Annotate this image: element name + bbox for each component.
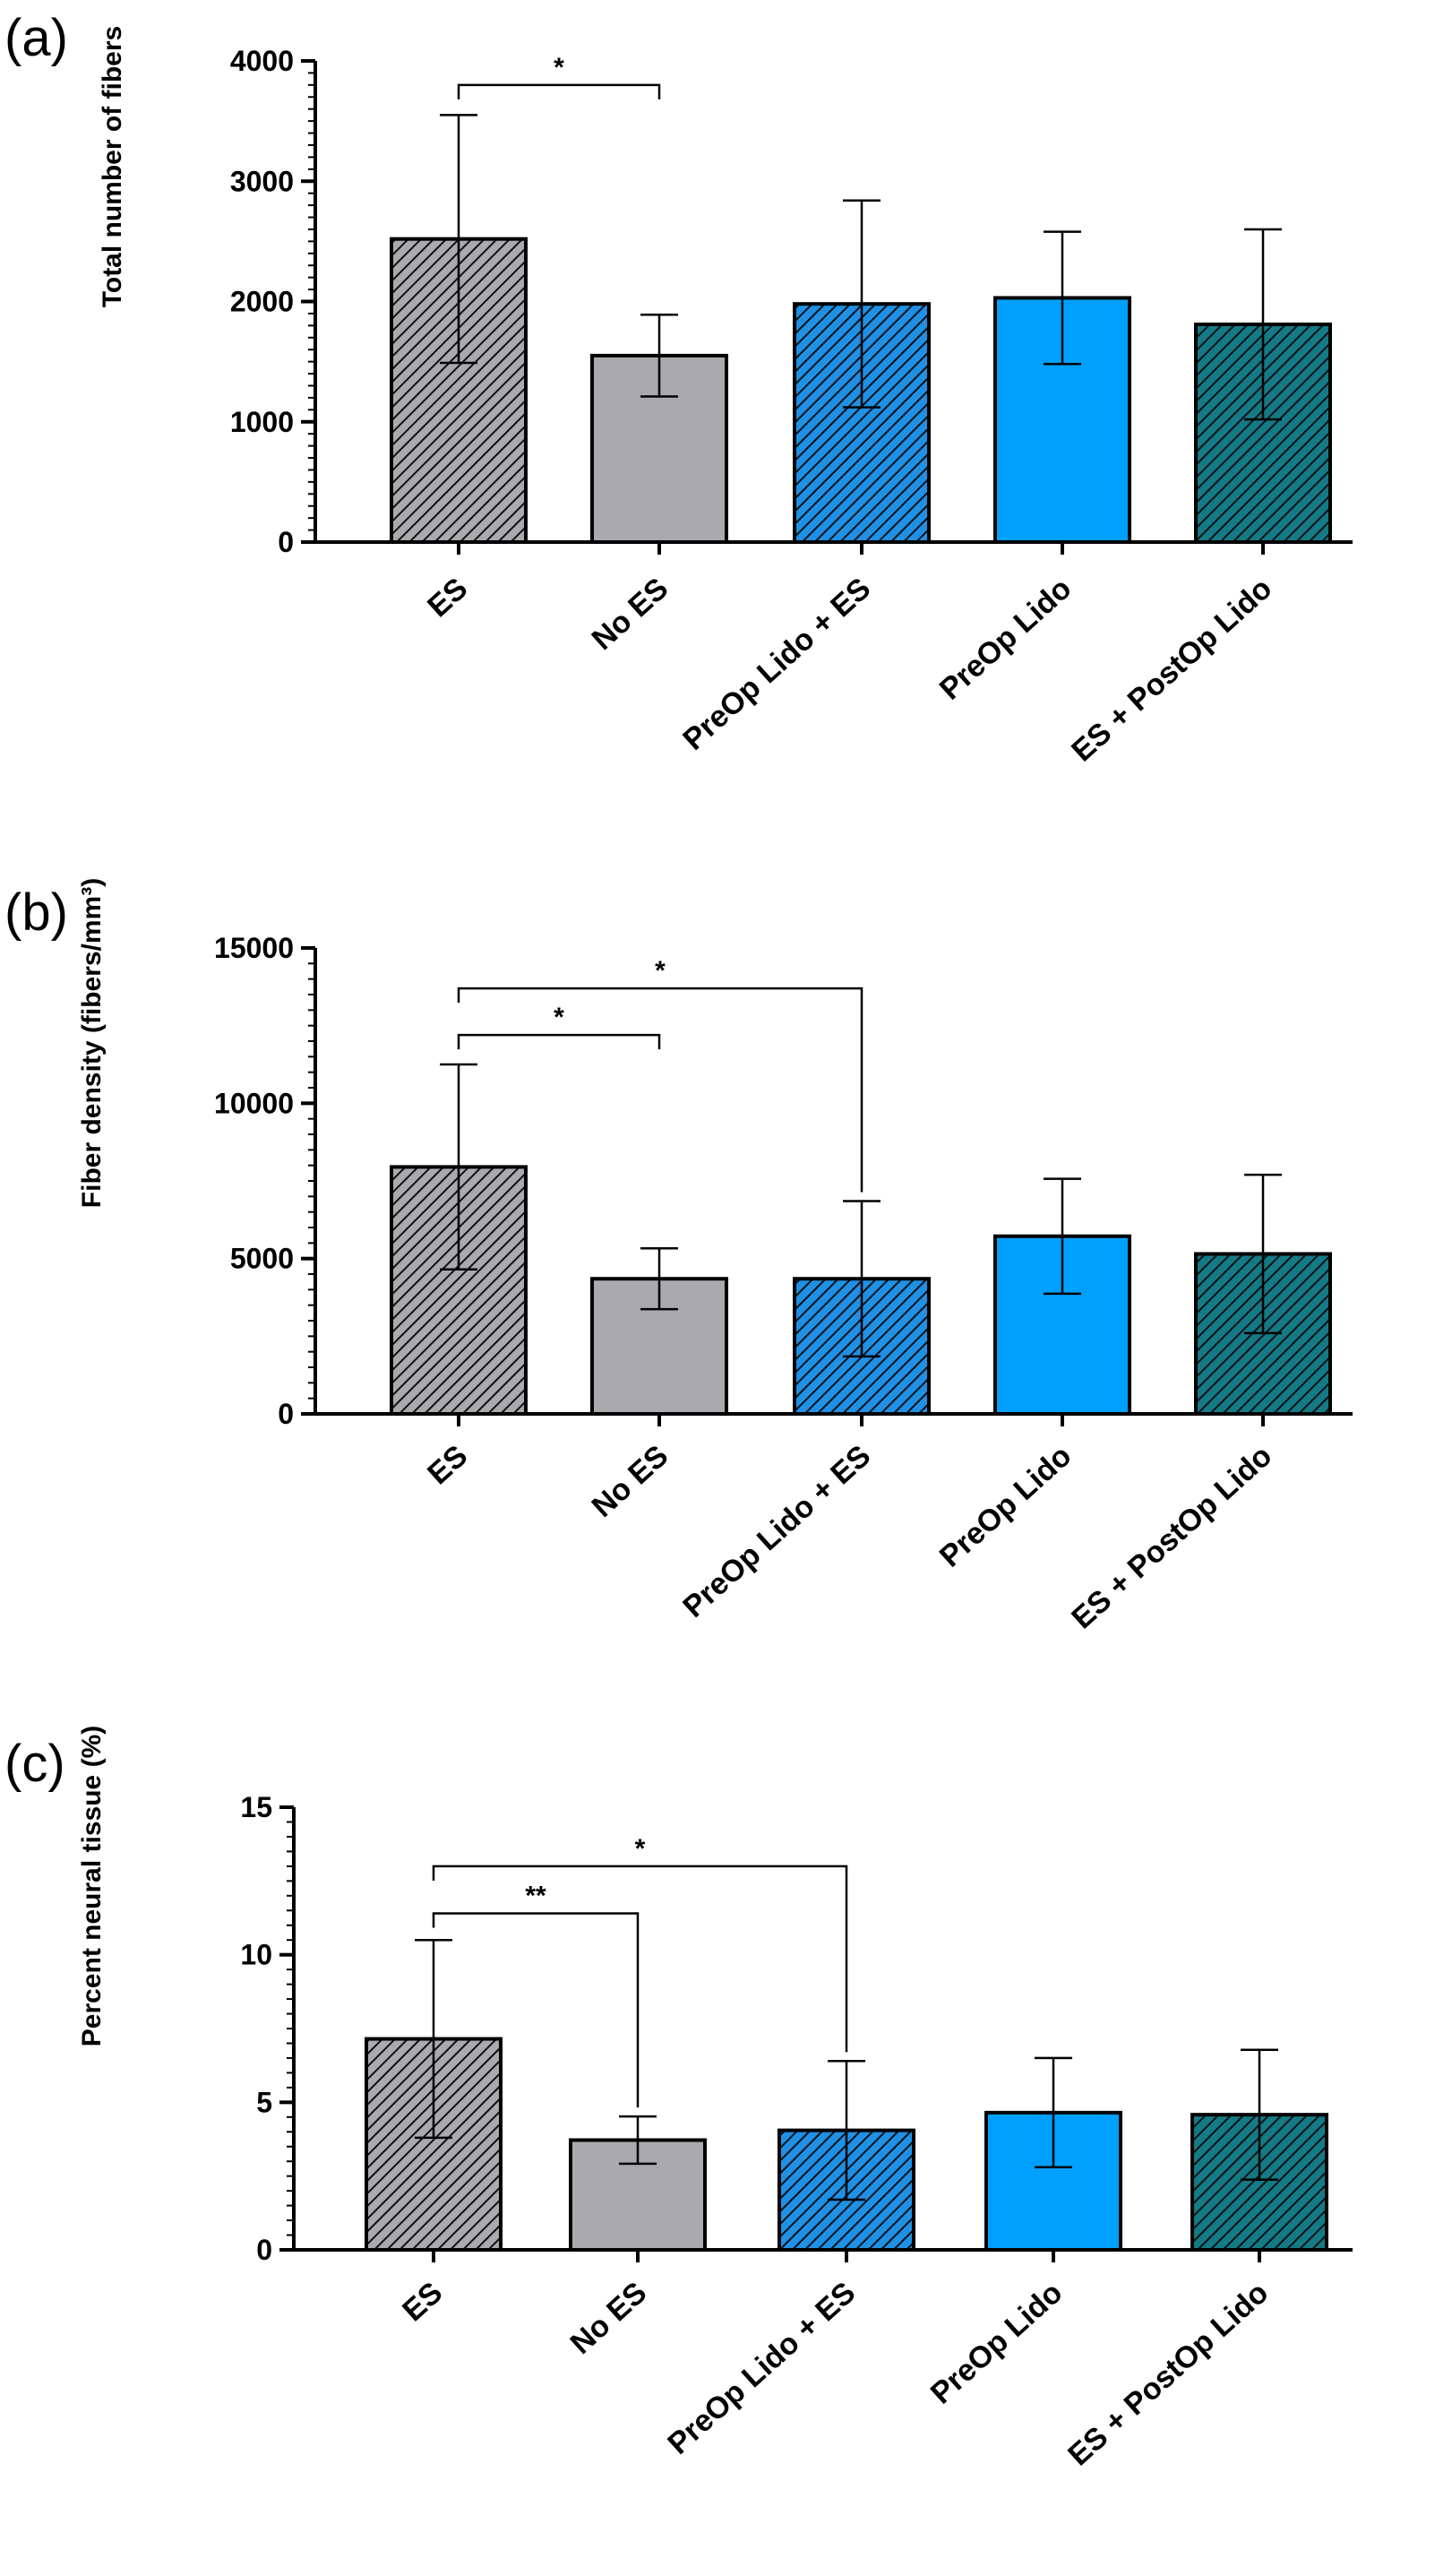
panel-b-yticks: 0 5000 10000 15000 bbox=[214, 932, 315, 1430]
panel-c-significance-label: ** bbox=[525, 1882, 546, 1911]
panel-a-xtick-label-preop-lido-es: PreOp Lido + ES bbox=[676, 572, 877, 757]
panel-a-significance-label: * bbox=[554, 53, 564, 82]
panel-b-significance-bracket bbox=[457, 986, 863, 1193]
panel-b-xtick-label-es: ES bbox=[421, 1439, 474, 1492]
panel-a-letter: (a) bbox=[4, 9, 68, 67]
panel-b-xtick-label-preop-lido-es: PreOp Lido + ES bbox=[676, 1439, 877, 1624]
panel-c-xtick-label-preop-lido: PreOp Lido bbox=[924, 2276, 1070, 2411]
panel-b-ytick-label: 15000 bbox=[214, 932, 294, 964]
panel-c-xtick-label-es: ES bbox=[396, 2276, 449, 2329]
panel-a-significance: * bbox=[457, 53, 661, 99]
panel-a-ytick-label: 3000 bbox=[230, 165, 294, 197]
panel-c-ytick-label: 0 bbox=[256, 2234, 272, 2266]
panel-c-ylabel: Percent neural tissue (%) bbox=[77, 1726, 107, 2046]
panel-c: (c) Percent neural tissue (%) 0 5 10 15 ES N… bbox=[4, 1726, 1353, 2472]
panel-c-xtick-label-no-es: No ES bbox=[564, 2276, 654, 2361]
panel-c-letter: (c) bbox=[4, 1735, 65, 1793]
panel-b-xtick-label-no-es: No ES bbox=[586, 1439, 675, 1524]
panel-c-significance-bracket bbox=[432, 1865, 848, 2053]
panel-a-ytick-label: 1000 bbox=[230, 406, 294, 438]
panel-b-significance-bracket bbox=[457, 1033, 661, 1050]
panel-b-errorbars bbox=[440, 1063, 1282, 1358]
panel-b-significance-label: * bbox=[655, 956, 666, 986]
panel-b-ytick-label: 10000 bbox=[214, 1087, 294, 1119]
panel-a-errorbars bbox=[440, 114, 1282, 421]
panel-c-errorbars bbox=[415, 1938, 1278, 2201]
panel-c-ytick-label: 15 bbox=[240, 1791, 272, 1823]
panel-c-xtick-label-es-postop-lido: ES + PostOp Lido bbox=[1061, 2276, 1275, 2473]
panel-b-letter: (b) bbox=[4, 883, 68, 942]
panel-a-xtick-label-preop-lido: PreOp Lido bbox=[933, 572, 1078, 707]
panel-a-ytick-label: 2000 bbox=[230, 286, 294, 318]
panel-b: (b) Fiber density (fibers/mm³) 0 5000 1000… bbox=[4, 878, 1353, 1635]
panel-b-significance-label: * bbox=[554, 1003, 564, 1032]
panel-c-significance-bracket bbox=[432, 1912, 640, 2108]
panel-c-yticks: 0 5 10 15 bbox=[240, 1791, 294, 2266]
panel-a-ytick-label: 0 bbox=[278, 526, 294, 558]
panel-c-ytick-label: 10 bbox=[240, 1939, 272, 1971]
panel-b-ylabel: Fiber density (fibers/mm³) bbox=[77, 878, 107, 1208]
panel-a-ylabel: Total number of fibers bbox=[98, 26, 127, 307]
panel-a-xtick-label-no-es: No ES bbox=[586, 572, 675, 657]
panel-a-significance-bracket bbox=[457, 83, 661, 99]
panel-b-xtick-label-es-postop-lido: ES + PostOp Lido bbox=[1065, 1439, 1278, 1636]
panel-a-xtick-label-es: ES bbox=[421, 572, 474, 625]
panel-a: (a) Total number of fibers 0 1000 2000 3000… bbox=[4, 9, 1353, 768]
panel-c-significance: *** bbox=[432, 1834, 848, 2108]
panel-c-significance-label: * bbox=[635, 1834, 646, 1864]
panel-a-xtick-label-es-postop-lido: ES + PostOp Lido bbox=[1065, 572, 1278, 769]
panel-b-ytick-label: 5000 bbox=[230, 1243, 294, 1275]
panel-a-bar-preop-lido bbox=[993, 296, 1131, 544]
panel-a-ytick-label: 4000 bbox=[230, 45, 294, 77]
panel-b-xtick-label-preop-lido: PreOp Lido bbox=[933, 1439, 1078, 1574]
panel-b-significance: ** bbox=[457, 956, 863, 1193]
panel-c-xtick-label-preop-lido-es: PreOp Lido + ES bbox=[661, 2276, 862, 2461]
panel-b-ytick-label: 0 bbox=[278, 1398, 294, 1430]
panel-c-ytick-label: 5 bbox=[256, 2086, 272, 2118]
panel-a-yticks: 0 1000 2000 3000 4000 bbox=[230, 45, 315, 558]
